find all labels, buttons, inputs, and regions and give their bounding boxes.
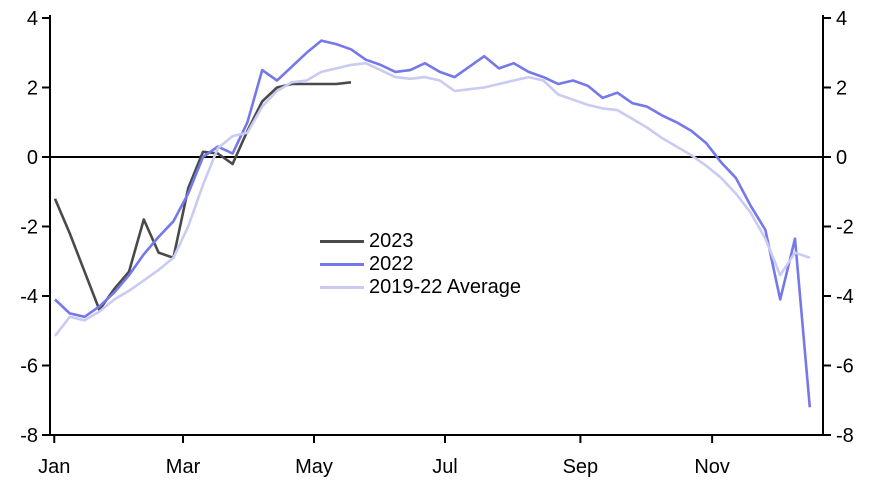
y-tick-label-right: -2 [836,217,854,239]
y-tick-label-right: -6 [836,356,854,378]
series-line-2019-22-average [53,61,811,337]
y-tick-label-right: 2 [836,78,847,100]
legend-item-2023: 2023 [320,230,521,253]
series-line-2023 [53,81,352,312]
x-tick-label: Mar [166,456,201,478]
series-lines [53,39,812,408]
legend-item-2022: 2022 [320,253,521,276]
x-tick-label: Sep [563,456,599,478]
y-tick-label-right: 0 [836,147,847,169]
legend: 2023 2022 2019-22 Average [320,230,521,299]
y-tick-label-left: -4 [20,286,38,308]
x-tick-label: Jul [432,456,458,478]
y-tick-label-right: -8 [836,425,854,447]
x-tick-label: Nov [694,456,730,478]
y-tick-label-left: 0 [27,147,38,169]
legend-line-2023-icon [320,240,364,243]
x-tick-label: Jan [38,456,70,478]
series-line-2022 [54,39,812,408]
legend-item-average: 2019-22 Average [320,276,521,299]
legend-label-average: 2019-22 Average [369,276,521,298]
legend-label-2023: 2023 [369,230,414,252]
x-tick-label: May [295,456,333,478]
y-tick-label-left: -2 [20,217,38,239]
y-tick-label-left: 2 [27,78,38,100]
y-tick-label-left: -8 [20,425,38,447]
legend-label-2022: 2022 [369,253,414,275]
y-tick-label-right: 4 [836,8,847,30]
y-tick-label-right: -4 [836,286,854,308]
legend-line-average-icon [320,286,364,289]
y-tick-label-left: -6 [20,356,38,378]
legend-line-2022-icon [320,263,364,266]
y-tick-label-left: 4 [27,8,38,30]
